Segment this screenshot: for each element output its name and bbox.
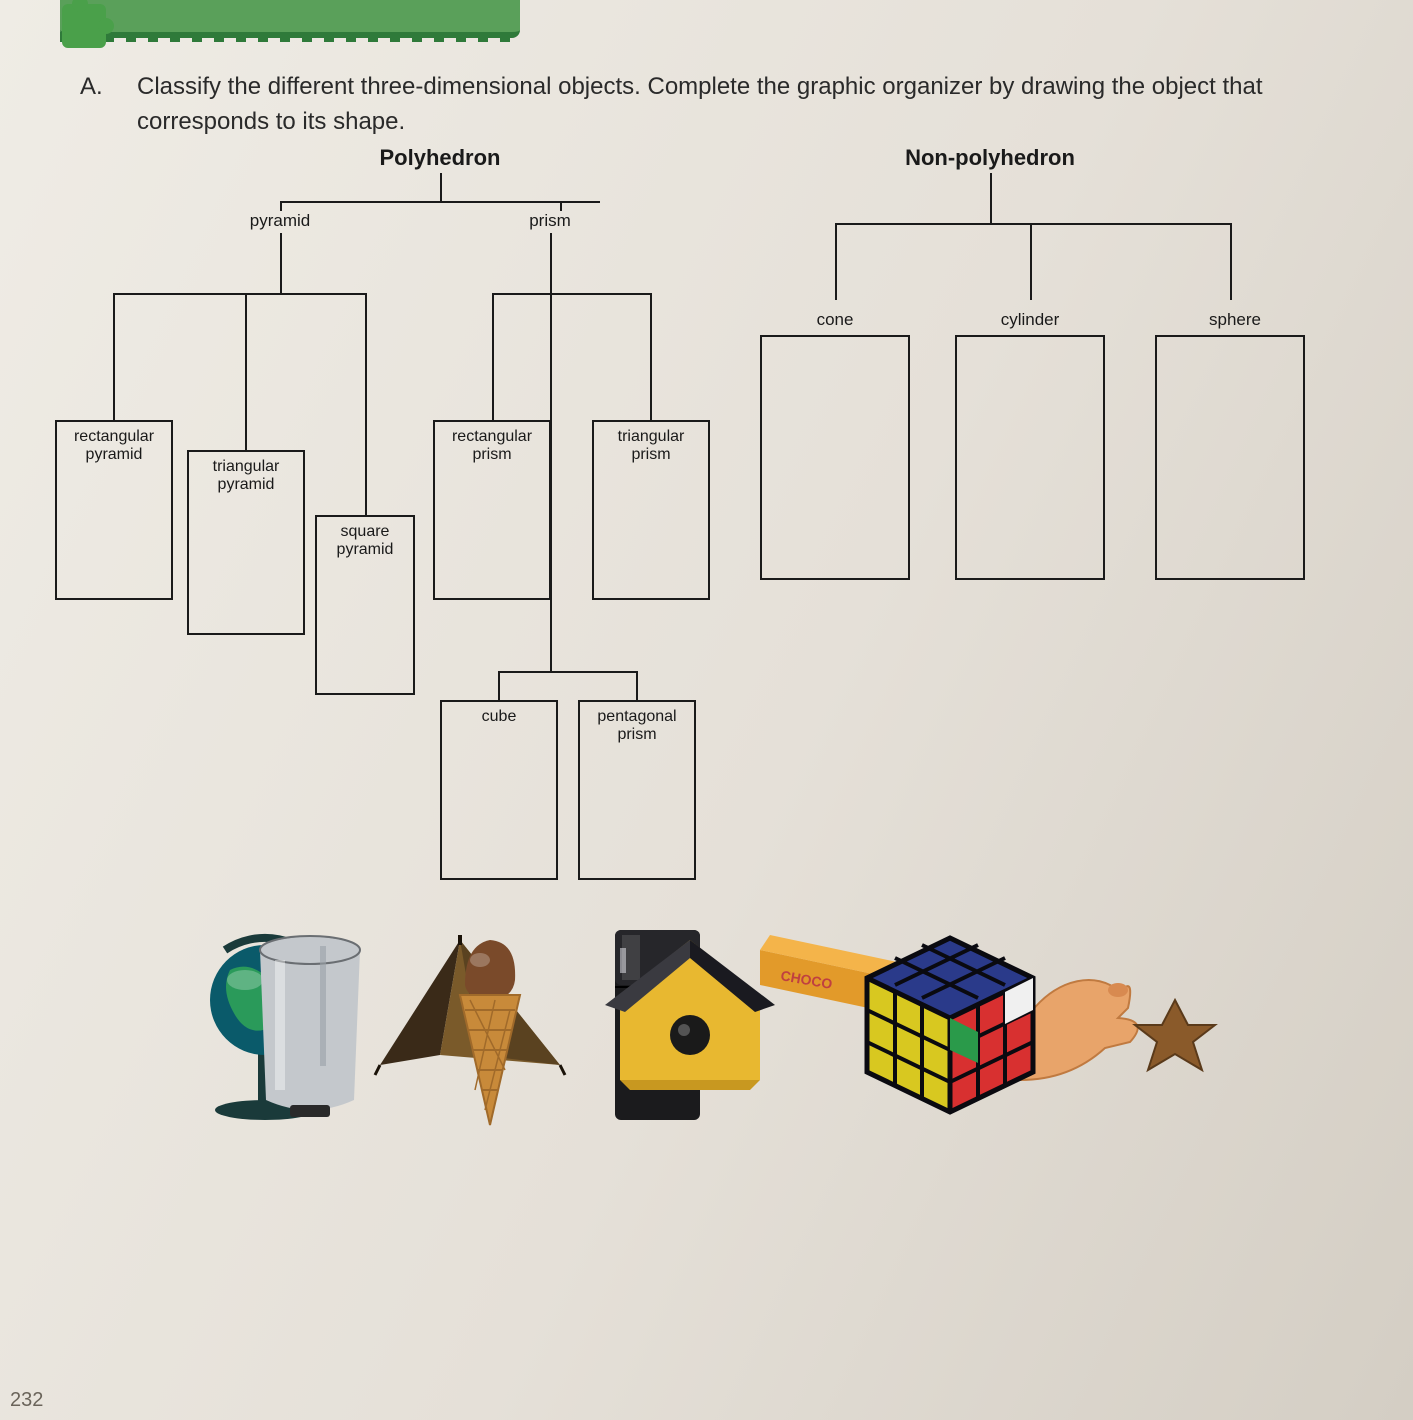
slot-triangular-prism: triangularprism xyxy=(592,420,710,600)
root-polyhedron: Polyhedron xyxy=(340,145,540,171)
object-rubiks-cube xyxy=(855,930,1045,1120)
page: A. Classify the different three-dimensio… xyxy=(0,0,1413,1420)
page-number: 232 xyxy=(10,1389,43,1412)
object-trash-bin xyxy=(250,930,370,1125)
label-cone: cone xyxy=(795,310,875,330)
node-prism: prism xyxy=(520,211,580,231)
slot-triangular-pyramid: triangularpyramid xyxy=(187,450,305,635)
objects-area: CHOCO xyxy=(0,930,1413,1370)
instruction-block: A. Classify the different three-dimensio… xyxy=(85,70,1383,140)
slot-cube: cube xyxy=(440,700,558,880)
graphic-organizer: Polyhedron Non-polyhedron pyramid prism xyxy=(0,145,1413,905)
label-pentagonal-prism: pentagonalprism xyxy=(580,708,694,745)
slot-rectangular-prism: rectangularprism xyxy=(433,420,551,600)
question-number: A. xyxy=(80,70,103,105)
node-pyramid: pyramid xyxy=(240,211,320,231)
label-rectangular-pyramid: rectangularpyramid xyxy=(57,428,171,465)
label-triangular-pyramid: triangularpyramid xyxy=(189,458,303,495)
object-ice-cream-cone xyxy=(445,930,535,1130)
root-non-polyhedron: Non-polyhedron xyxy=(860,145,1120,171)
puzzle-icon xyxy=(62,4,106,48)
object-birdhouse xyxy=(600,930,780,1095)
label-square-pyramid: squarepyramid xyxy=(317,523,413,560)
slot-rectangular-pyramid: rectangularpyramid xyxy=(55,420,173,600)
instruction-text: Classify the different three-dimensional… xyxy=(137,70,1383,140)
label-sphere: sphere xyxy=(1195,310,1275,330)
label-cube: cube xyxy=(442,708,556,726)
label-triangular-prism: triangularprism xyxy=(594,428,708,465)
slot-cylinder xyxy=(955,335,1105,580)
label-rectangular-prism: rectangularprism xyxy=(435,428,549,465)
slot-sphere xyxy=(1155,335,1305,580)
slot-square-pyramid: squarepyramid xyxy=(315,515,415,695)
label-cylinder: cylinder xyxy=(990,310,1070,330)
header-strip xyxy=(60,0,520,38)
slot-pentagonal-prism: pentagonalprism xyxy=(578,700,696,880)
slot-cone xyxy=(760,335,910,580)
